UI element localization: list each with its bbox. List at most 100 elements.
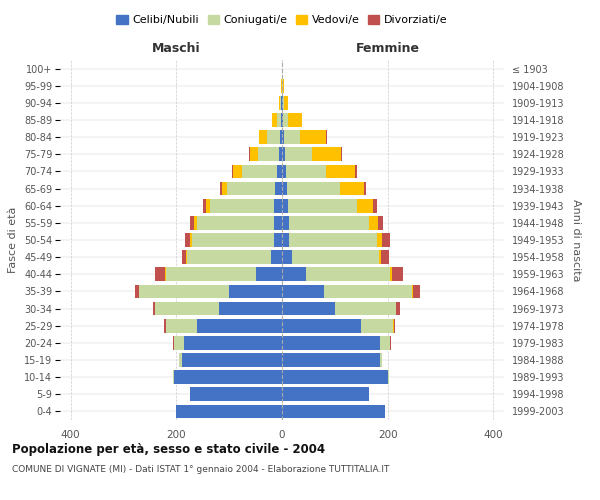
Bar (279, 96, 280, 110)
Text: COMUNE DI VIGNATE (MI) - Dati ISTAT 1° gennaio 2004 - Elaborazione TUTTITALIA.IT: COMUNE DI VIGNATE (MI) - Dati ISTAT 1° g… (12, 465, 389, 474)
Bar (377, 233, 382, 247)
Bar (380, 336, 391, 349)
Bar (361, 319, 393, 332)
Bar (166, 268, 256, 281)
Bar (396, 302, 400, 316)
Bar (233, 164, 242, 178)
Bar (249, 148, 250, 161)
Bar (280, 96, 281, 110)
Bar (282, 268, 306, 281)
Bar (210, 199, 274, 212)
Bar (364, 182, 366, 196)
Y-axis label: Fasce di età: Fasce di età (8, 207, 19, 273)
Bar (279, 148, 282, 161)
Bar (190, 216, 194, 230)
Bar (190, 233, 191, 247)
Bar (283, 79, 284, 92)
Bar (379, 250, 382, 264)
Bar (185, 233, 190, 247)
Bar (357, 199, 373, 212)
Bar (182, 353, 282, 367)
Bar (283, 96, 284, 110)
Bar (197, 216, 274, 230)
Bar (282, 370, 388, 384)
Bar (256, 268, 282, 281)
Bar (179, 353, 182, 367)
Bar (282, 388, 369, 401)
Bar (281, 113, 282, 127)
Bar (368, 216, 378, 230)
Bar (394, 319, 395, 332)
Bar (388, 370, 389, 384)
Bar (173, 370, 282, 384)
Bar (191, 233, 274, 247)
Bar (285, 148, 311, 161)
Bar (282, 199, 289, 212)
Bar (300, 130, 326, 144)
Bar (289, 113, 302, 127)
Bar (229, 284, 282, 298)
Bar (277, 164, 282, 178)
Bar (391, 268, 392, 281)
Bar (186, 250, 187, 264)
Bar (220, 182, 222, 196)
Bar (274, 216, 282, 230)
Bar (271, 250, 282, 264)
Bar (190, 388, 282, 401)
Text: Maschi: Maschi (152, 42, 200, 55)
Bar (232, 164, 233, 178)
Bar (257, 148, 279, 161)
Y-axis label: Anni di nascita: Anni di nascita (571, 198, 581, 281)
Bar (187, 250, 271, 264)
Bar (135, 284, 139, 298)
Bar (155, 268, 165, 281)
Bar (184, 336, 282, 349)
Bar (335, 302, 395, 316)
Bar (284, 130, 300, 144)
Bar (282, 404, 385, 418)
Bar (324, 284, 412, 298)
Bar (378, 216, 383, 230)
Bar (282, 182, 287, 196)
Bar (155, 302, 218, 316)
Bar (218, 302, 282, 316)
Bar (203, 199, 206, 212)
Bar (282, 319, 361, 332)
Bar (266, 130, 280, 144)
Bar (182, 250, 186, 264)
Bar (152, 302, 155, 316)
Bar (412, 284, 413, 298)
Bar (277, 113, 281, 127)
Bar (139, 284, 229, 298)
Bar (259, 130, 266, 144)
Bar (282, 233, 289, 247)
Bar (287, 182, 340, 196)
Bar (382, 250, 389, 264)
Bar (282, 302, 335, 316)
Bar (222, 182, 227, 196)
Bar (326, 164, 355, 178)
Bar (194, 216, 197, 230)
Bar (340, 182, 364, 196)
Bar (283, 113, 289, 127)
Bar (373, 199, 377, 212)
Bar (282, 216, 289, 230)
Bar (392, 268, 403, 281)
Bar (274, 199, 282, 212)
Bar (292, 250, 379, 264)
Bar (282, 250, 292, 264)
Bar (275, 182, 282, 196)
Bar (382, 233, 390, 247)
Bar (282, 130, 284, 144)
Bar (242, 164, 277, 178)
Bar (282, 164, 286, 178)
Bar (197, 319, 282, 332)
Bar (166, 319, 197, 332)
Bar (282, 284, 324, 298)
Bar (289, 199, 357, 212)
Bar (282, 353, 380, 367)
Bar (272, 113, 277, 127)
Bar (380, 353, 382, 367)
Bar (282, 336, 380, 349)
Bar (250, 148, 257, 161)
